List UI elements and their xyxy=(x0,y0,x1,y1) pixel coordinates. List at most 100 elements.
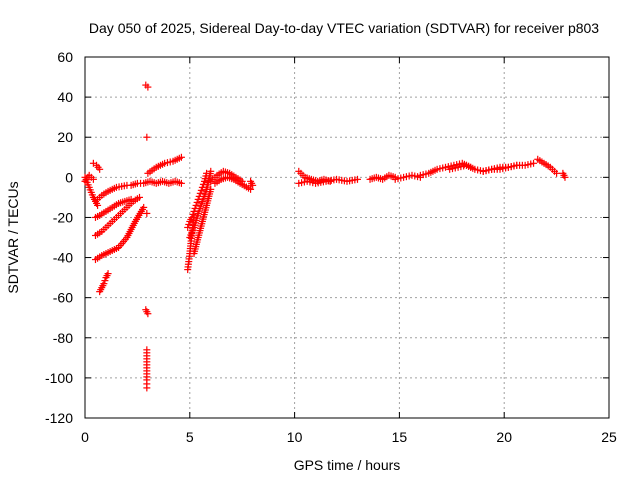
data-point-interp xyxy=(248,179,256,187)
data-point-interp xyxy=(127,199,135,207)
data-point-interp xyxy=(244,184,252,192)
data-point xyxy=(143,384,151,392)
data-point-interp xyxy=(502,164,510,172)
data-point-interp xyxy=(106,205,114,213)
data-point-interp xyxy=(88,191,96,199)
plot-frame xyxy=(84,56,610,419)
data-point-interp xyxy=(112,201,120,209)
data-point-interp xyxy=(102,189,110,197)
x-tick-label: 0 xyxy=(81,429,89,445)
data-point-interp xyxy=(544,162,552,170)
data-point-interp xyxy=(193,198,201,206)
data-point-interp xyxy=(189,226,197,234)
y-tick-label: -80 xyxy=(53,330,73,346)
data-point-interp xyxy=(377,175,385,183)
data-point-interp xyxy=(194,236,202,244)
data-point-interp xyxy=(138,205,146,213)
data-point-interp xyxy=(99,282,107,290)
data-point-interp xyxy=(397,174,405,182)
y-tick-label: 60 xyxy=(57,49,73,65)
data-points xyxy=(81,81,569,392)
data-point-interp xyxy=(119,198,127,206)
data-point-interp xyxy=(485,166,493,174)
y-axis-label: SDTVAR / TECUs xyxy=(5,181,21,293)
data-point-interp xyxy=(143,308,151,316)
x-axis-label: GPS time / hours xyxy=(294,457,401,473)
data-point-interp xyxy=(510,162,518,170)
data-point-interp xyxy=(84,181,92,189)
data-point-interp xyxy=(175,179,183,187)
data-point-interp xyxy=(551,167,559,175)
chart-title: Day 050 of 2025, Sidereal Day-to-day VTE… xyxy=(89,20,599,36)
data-point xyxy=(192,201,200,209)
y-tick-label: 20 xyxy=(57,129,73,145)
data-point-interp xyxy=(202,204,210,212)
data-point-interp xyxy=(187,215,195,223)
data-point-interp xyxy=(193,212,201,220)
x-tick-label: 15 xyxy=(392,429,408,445)
data-point-interp xyxy=(211,173,219,181)
data-point-interp xyxy=(97,286,105,294)
data-point-interp xyxy=(184,260,192,268)
data-point-interp xyxy=(198,220,206,228)
data-point-interp xyxy=(451,164,459,172)
data-point-interp xyxy=(143,373,151,381)
data-point-interp xyxy=(431,166,439,174)
data-point-interp xyxy=(493,165,501,173)
data-point-interp xyxy=(198,200,206,208)
data-point-interp xyxy=(131,180,139,188)
data-point-interp xyxy=(527,160,535,168)
y-tick-label: -100 xyxy=(45,370,73,386)
data-point-interp xyxy=(143,361,151,369)
data-point xyxy=(143,133,151,141)
data-point-interp xyxy=(319,178,327,186)
data-point-interp xyxy=(87,173,95,181)
data-point-interp xyxy=(115,211,123,219)
data-point-interp xyxy=(133,195,141,203)
data-point-interp xyxy=(197,186,205,194)
y-tick-label: -120 xyxy=(45,410,73,426)
data-point-interp xyxy=(175,154,183,162)
data-point-interp xyxy=(112,245,120,253)
data-point-interp xyxy=(120,182,128,190)
data-point-interp xyxy=(96,229,104,237)
data-point-interp xyxy=(228,175,236,183)
data-point-interp xyxy=(185,252,193,260)
data-point-interp xyxy=(103,272,111,280)
data-point-interp xyxy=(96,253,104,261)
data-point-interp xyxy=(110,184,118,192)
data-point xyxy=(184,223,192,231)
data-point-interp xyxy=(538,158,546,166)
data-point-interp xyxy=(130,219,138,227)
data-point-interp xyxy=(560,171,568,179)
data-point-interp xyxy=(206,188,214,196)
data-point-interp xyxy=(159,160,167,168)
y-tick-label: -60 xyxy=(53,290,73,306)
data-point-interp xyxy=(143,367,151,375)
data-point-interp xyxy=(102,223,110,231)
x-tick-label: 20 xyxy=(496,429,512,445)
data-point-interp xyxy=(94,212,102,220)
data-point-interp xyxy=(217,169,225,177)
ticks: 0 5 10 15 20 25 -120 -100 -80 -60 -40 -20 0 20 40 60 xyxy=(45,49,617,445)
data-point-interp xyxy=(108,217,116,225)
grid xyxy=(85,57,609,418)
data-point-interp xyxy=(150,165,158,173)
data-point-interp xyxy=(422,170,430,178)
data-point-interp xyxy=(96,193,104,201)
y-tick-label: -20 xyxy=(53,209,73,225)
data-point xyxy=(196,189,204,197)
data-point-interp xyxy=(351,176,359,184)
data-point-interp xyxy=(100,209,108,217)
data-point-interp xyxy=(143,355,151,363)
data-point-interp xyxy=(215,177,223,185)
data-point-interp xyxy=(121,205,129,213)
data-point-interp xyxy=(383,173,391,181)
data-point-interp xyxy=(94,163,102,171)
data-point-interp xyxy=(121,236,129,244)
data-point-interp xyxy=(518,161,526,169)
data-point-interp xyxy=(101,277,109,285)
data-point xyxy=(143,209,151,217)
